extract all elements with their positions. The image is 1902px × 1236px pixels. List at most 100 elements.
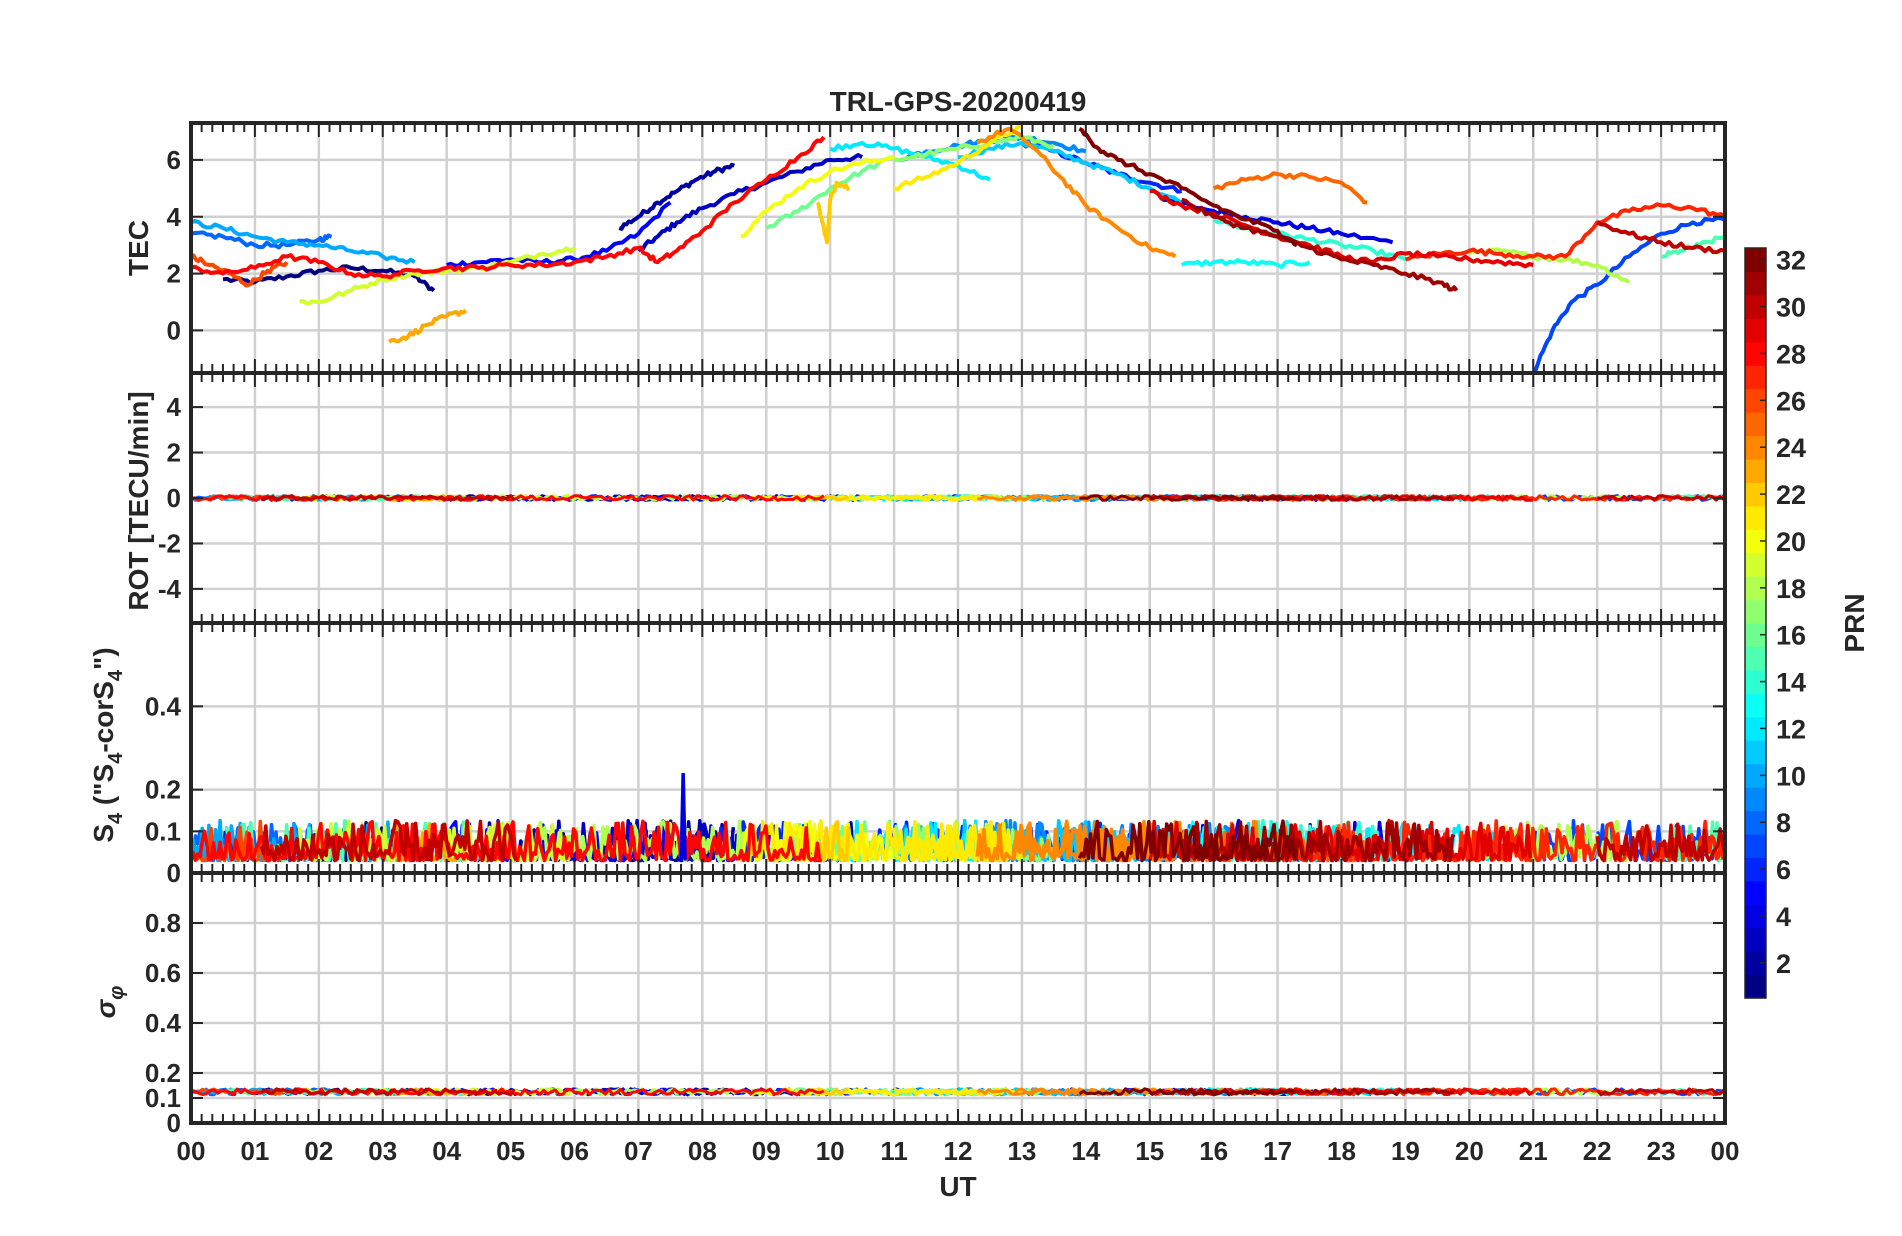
panel-rot-series bbox=[189, 494, 1725, 502]
panel-sigphi: 00.10.2 0.4 0.6 0.8 σφ bbox=[90, 871, 1727, 1138]
y-tick-label: 0.1 bbox=[145, 816, 181, 846]
panel-tec-series bbox=[190, 123, 1727, 375]
colorbar-tick-label: 28 bbox=[1776, 339, 1806, 369]
colorbar-band bbox=[1745, 271, 1766, 296]
y-tick-label: 6 bbox=[167, 145, 181, 175]
panel-rot-ylabel: ROT [TECU/min] bbox=[123, 391, 154, 610]
y-tick-label: 0.4 bbox=[145, 691, 182, 721]
y-tick-label: 0 bbox=[167, 483, 181, 513]
colorbar-tick-label: 6 bbox=[1776, 855, 1791, 885]
series-line-prn-30 bbox=[260, 1087, 516, 1097]
x-tick-label: 03 bbox=[368, 1136, 397, 1166]
y-tick-label: 0 bbox=[167, 315, 181, 345]
series-line-prn-28 bbox=[189, 819, 822, 863]
x-tick-label: 14 bbox=[1071, 1136, 1100, 1166]
series-line-prn-32 bbox=[1078, 1087, 1295, 1097]
y-tick-label: 2 bbox=[167, 259, 181, 289]
x-tick-label: 13 bbox=[1007, 1136, 1036, 1166]
colorbar-tick-label: 18 bbox=[1776, 574, 1806, 604]
panel-sigphi-grid bbox=[191, 873, 1725, 1123]
panel-s4-yticks: 0 0.1 0.2 0.4 bbox=[145, 691, 1725, 888]
series-line-prn-27 bbox=[1404, 202, 1727, 262]
colorbar-tick-label: 10 bbox=[1776, 761, 1806, 791]
x-tick-label: 09 bbox=[752, 1136, 781, 1166]
series-line-prn-12 bbox=[829, 140, 991, 182]
x-tick-label: 20 bbox=[1455, 1136, 1484, 1166]
colorbar-band bbox=[1745, 833, 1766, 858]
colorbar-tick-label: 2 bbox=[1776, 949, 1791, 979]
series-line-prn-30 bbox=[1596, 1087, 1725, 1097]
x-tick-label: 08 bbox=[688, 1136, 717, 1166]
y-tick-label: 0.2 bbox=[145, 775, 181, 805]
colorbar-band bbox=[1745, 880, 1766, 905]
colorbar-tick-label: 32 bbox=[1776, 246, 1806, 276]
series-line-prn-31 bbox=[1181, 819, 1456, 863]
series-line-prn-30 bbox=[259, 818, 518, 863]
panel-s4-series bbox=[189, 772, 1727, 863]
panel-sigphi-ylabel: σφ bbox=[90, 986, 128, 1019]
series-line-prn-3 bbox=[636, 153, 864, 253]
colorbar-band bbox=[1745, 669, 1766, 694]
x-tick-label: 22 bbox=[1583, 1136, 1612, 1166]
colorbar-tick-label: 4 bbox=[1776, 902, 1791, 932]
x-tick-label: 11 bbox=[880, 1136, 908, 1166]
x-tick-label: 02 bbox=[304, 1136, 333, 1166]
series-line-prn-29 bbox=[1148, 494, 1534, 502]
colorbar-band bbox=[1745, 412, 1766, 437]
x-tick-label: 12 bbox=[944, 1136, 973, 1166]
y-tick-label: 0 bbox=[167, 1108, 181, 1138]
colorbar-tick-label: 14 bbox=[1776, 668, 1806, 698]
colorbar-label: PRN bbox=[1839, 593, 1870, 652]
y-tick-label: -4 bbox=[158, 574, 182, 604]
colorbar-band bbox=[1745, 693, 1766, 718]
x-tick-label: 21 bbox=[1519, 1136, 1548, 1166]
series-line-prn-8 bbox=[190, 230, 333, 250]
series-line-prn-18 bbox=[1468, 247, 1631, 284]
x-tick-label: 17 bbox=[1263, 1136, 1292, 1166]
colorbar-band bbox=[1745, 435, 1766, 460]
y-tick-label: 0.4 bbox=[145, 1008, 182, 1038]
chart-title: TRL-GPS-20200419 bbox=[830, 86, 1087, 117]
x-axis-ticklabels: 00 01 02 03 04 05 06 07 08 09 10 11 12 13 14 15 16 17 18 19… bbox=[177, 1136, 1740, 1166]
y-tick-label: -2 bbox=[158, 528, 181, 558]
colorbar-band bbox=[1745, 951, 1766, 976]
x-tick-label: 10 bbox=[816, 1136, 845, 1166]
colorbar-tick-label: 16 bbox=[1776, 621, 1806, 651]
panel-tec-ylabel: TEC bbox=[123, 220, 154, 276]
series-line-prn-24 bbox=[976, 126, 1177, 259]
x-tick-label: 01 bbox=[240, 1136, 269, 1166]
colorbar-band bbox=[1745, 529, 1766, 554]
series-line-prn-2 bbox=[618, 162, 735, 231]
colorbar-band bbox=[1745, 505, 1766, 530]
colorbar-band bbox=[1745, 974, 1766, 999]
series-line-prn-19 bbox=[298, 246, 576, 306]
panel-sigphi-frame bbox=[189, 871, 1727, 1125]
x-axis-label: UT bbox=[939, 1171, 976, 1202]
x-tick-label: 19 bbox=[1391, 1136, 1420, 1166]
series-line-prn-20 bbox=[740, 155, 895, 239]
series-line-prn-25 bbox=[1212, 171, 1368, 205]
x-tick-label: 06 bbox=[560, 1136, 589, 1166]
series-line-prn-32 bbox=[1079, 494, 1295, 502]
x-tick-label: 18 bbox=[1327, 1136, 1356, 1166]
series-line-prn-28 bbox=[190, 135, 826, 280]
colorbar-tick-label: 22 bbox=[1776, 480, 1806, 510]
colorbar-band bbox=[1745, 365, 1766, 390]
series-line-prn-26 bbox=[190, 253, 289, 288]
colorbar-band bbox=[1745, 740, 1766, 765]
x-tick-label: 04 bbox=[432, 1136, 461, 1166]
series-line-prn-16 bbox=[765, 155, 895, 230]
colorbar-band bbox=[1745, 857, 1766, 882]
colorbar-band bbox=[1745, 787, 1766, 812]
y-tick-label: 0 bbox=[167, 858, 181, 888]
colorbar-band bbox=[1745, 646, 1766, 671]
y-tick-label: 0.2 bbox=[145, 1058, 181, 1088]
colorbar-band bbox=[1745, 904, 1766, 929]
colorbar-tick-label: 26 bbox=[1776, 386, 1806, 416]
series-line-prn-31 bbox=[1181, 197, 1459, 292]
colorbar-band bbox=[1745, 341, 1766, 366]
colorbar-band bbox=[1745, 576, 1766, 601]
colorbar-band bbox=[1745, 810, 1766, 835]
